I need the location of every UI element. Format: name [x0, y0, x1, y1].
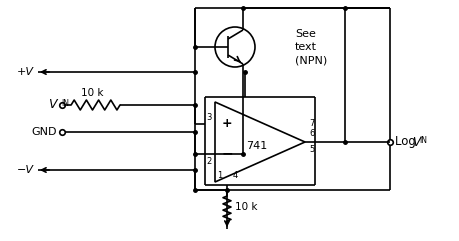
Text: −: −	[221, 146, 232, 160]
Text: 10 k: 10 k	[235, 202, 257, 212]
Text: 5: 5	[308, 146, 313, 154]
Text: 6: 6	[308, 129, 313, 139]
Text: V: V	[48, 99, 57, 112]
Text: 4: 4	[232, 172, 237, 181]
Text: −V: −V	[17, 165, 34, 175]
Text: See
text
(NPN): See text (NPN)	[294, 29, 326, 65]
Text: 741: 741	[246, 141, 267, 151]
Text: 1: 1	[217, 172, 222, 181]
Text: IN: IN	[61, 99, 69, 108]
Text: IN: IN	[418, 136, 426, 145]
Text: 2: 2	[206, 156, 211, 166]
Text: 10 k: 10 k	[81, 88, 104, 98]
Text: 3: 3	[206, 113, 211, 122]
Text: +: +	[221, 117, 232, 130]
Text: GND: GND	[31, 127, 57, 137]
Text: V: V	[411, 135, 419, 148]
Text: Log: Log	[394, 135, 419, 148]
Text: 7: 7	[308, 120, 313, 128]
Text: +V: +V	[17, 67, 34, 77]
